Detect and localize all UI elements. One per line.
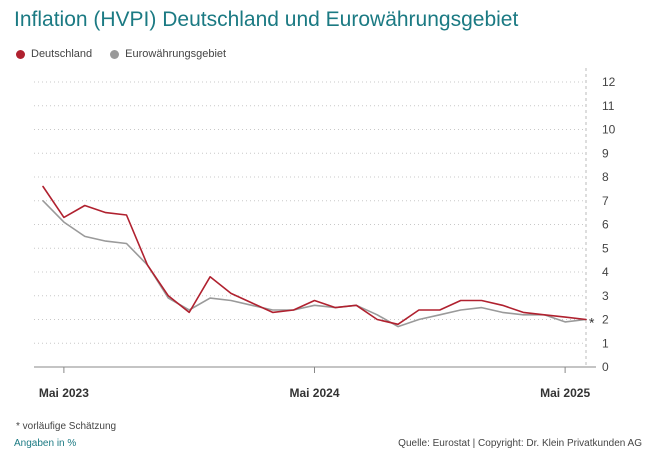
series-line-deutschland	[42, 185, 587, 326]
legend-item-euro: Eurowährungsgebiet	[110, 48, 226, 60]
unit-note: Angaben in %	[14, 438, 77, 449]
x-tick-label-0: Mai 2023	[39, 386, 89, 400]
grid-layer	[34, 81, 586, 344]
chart-legend: Deutschland Eurowährungsgebiet	[16, 48, 226, 60]
chart-title: Inflation (HVPI) Deutschland und Eurowäh…	[14, 8, 519, 31]
legend-marker-euro	[110, 49, 120, 59]
y-tick-label-6: 6	[602, 218, 609, 232]
y-tick-label-5: 5	[602, 241, 609, 255]
y-tick-label-3: 3	[602, 289, 609, 303]
y-tick-label-2: 2	[602, 313, 609, 327]
y-tick-label-8: 8	[602, 170, 609, 184]
legend-marker-deutschland	[16, 49, 25, 59]
footnote: * vorläufige Schätzung	[16, 421, 117, 432]
series-layer	[42, 185, 587, 328]
source-note: Quelle: Eurostat | Copyright: Dr. Klein …	[398, 438, 642, 449]
y-tick-label-1: 1	[602, 336, 609, 350]
legend-label-euro: Eurowährungsgebiet	[125, 48, 227, 60]
series-line-euro	[42, 200, 587, 328]
y-tick-label-9: 9	[602, 146, 609, 160]
y-tick-label-12: 12	[602, 75, 616, 89]
y-tick-label-4: 4	[602, 265, 609, 279]
axis-layer	[34, 68, 596, 373]
x-tick-label-2: Mai 2025	[540, 386, 590, 400]
legend-item-deutschland: Deutschland	[16, 48, 92, 60]
legend-label-deutschland: Deutschland	[31, 48, 93, 60]
estimate-marker: *	[589, 315, 595, 331]
y-tick-label-11: 11	[602, 99, 615, 113]
y-tick-label-10: 10	[602, 123, 616, 137]
y-tick-label-7: 7	[602, 194, 609, 208]
y-tick-label-0: 0	[602, 360, 609, 374]
x-tick-label-1: Mai 2024	[289, 386, 339, 400]
